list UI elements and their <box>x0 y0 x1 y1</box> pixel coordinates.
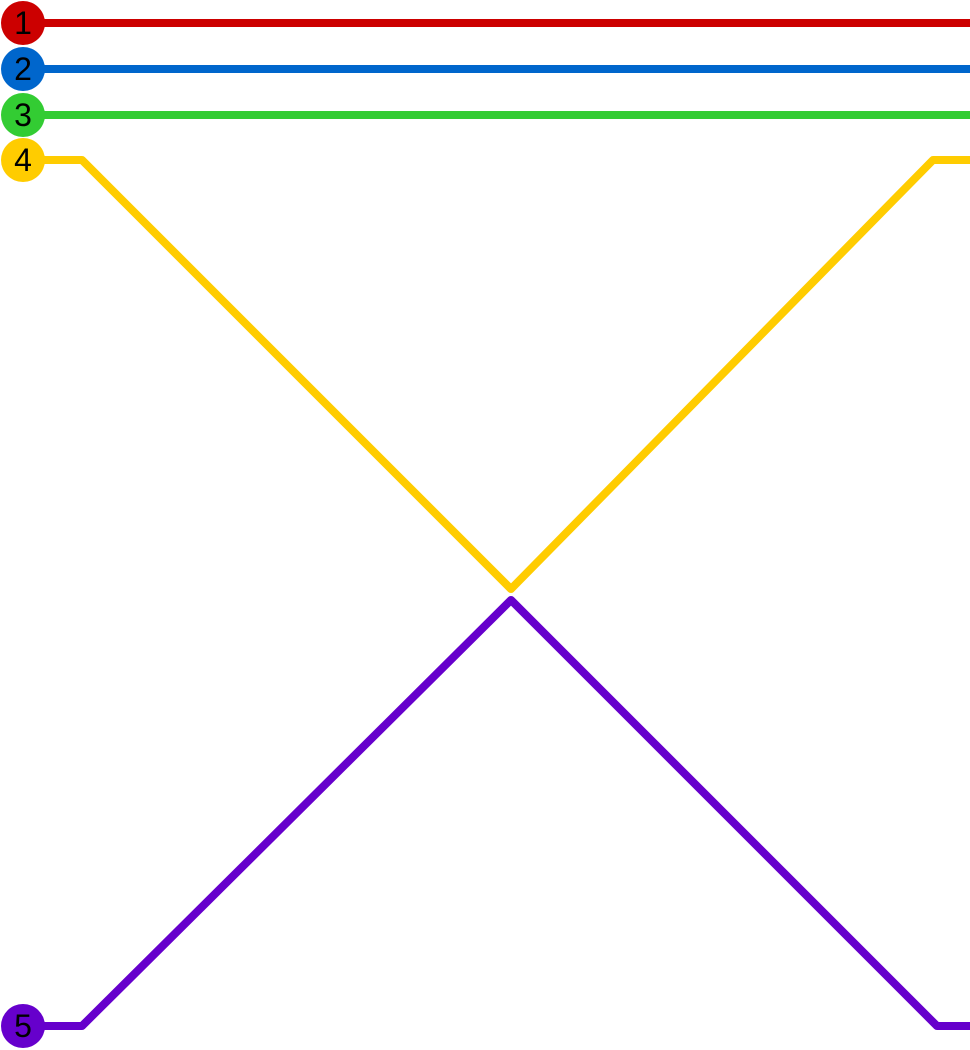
line-2-label: 2 <box>14 51 32 87</box>
line-1-marker <box>1 1 45 45</box>
line-4: 4 <box>1 138 970 593</box>
line-2-marker <box>1 47 45 91</box>
line-5-path <box>23 596 970 1030</box>
line-1: 1 <box>1 1 970 45</box>
line-5: 5 <box>1 596 970 1048</box>
line-2: 2 <box>1 47 970 91</box>
line-3: 3 <box>1 93 970 137</box>
line-1-label: 1 <box>14 5 32 41</box>
line-5-marker <box>1 1004 45 1048</box>
line-4-label: 4 <box>14 142 32 178</box>
line-4-path <box>23 156 970 593</box>
line-4-marker <box>1 138 45 182</box>
line-3-label: 3 <box>14 97 32 133</box>
line-5-label: 5 <box>14 1008 32 1044</box>
line-3-marker <box>1 93 45 137</box>
